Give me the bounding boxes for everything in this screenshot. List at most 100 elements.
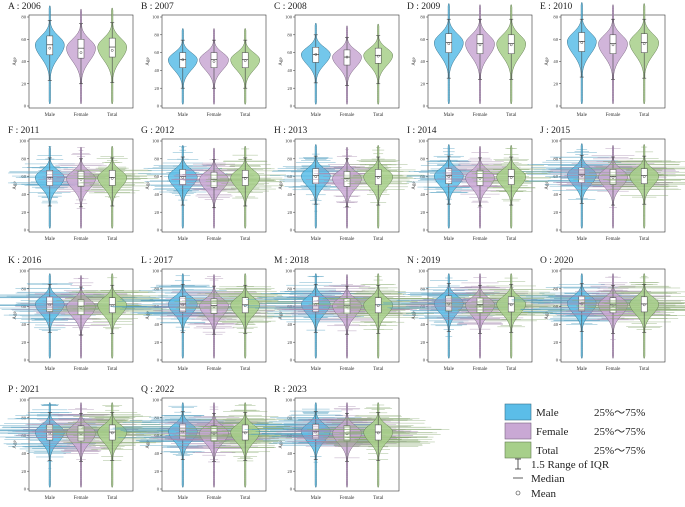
x-category-label: Female [74,237,89,242]
iqr-box [507,34,515,54]
y-tick-label: 40 [420,322,425,327]
x-category-label: Male [311,113,322,118]
y-tick-label: 20 [154,86,159,91]
chart-panel: M : 2018020406080100AgeMaleFemaleTotal [243,256,448,372]
chart-panel: L : 2017020406080100AgeMaleFemaleTotal [109,256,317,372]
y-tick-label: 40 [287,192,292,197]
mean-marker [376,54,380,58]
x-category-label: Total [506,113,517,118]
iqr-box [241,52,249,68]
plot-frame [161,14,267,109]
x-category-label: Female [340,496,355,501]
iqr-box [312,47,320,63]
y-tick-label: 20 [420,340,425,345]
y-tick-label: 80 [287,156,292,161]
y-tick-label: 20 [420,210,425,215]
y-tick-label: 20 [21,210,26,215]
x-category-label: Female [473,237,488,242]
x-category-label: Total [240,113,251,118]
mean-marker [314,175,318,178]
y-tick-label: 40 [420,192,425,197]
mean-marker [212,60,216,63]
legend-range: 25%～75% [594,445,645,457]
y-tick-label: 60 [154,174,159,179]
y-axis-label: Age [412,57,417,66]
x-category-label: Female [74,496,89,501]
y-tick-label: 20 [154,340,159,345]
iqr-box [241,424,249,441]
panel-title: L : 2017 [141,256,173,266]
y-axis-label: Age [13,181,18,190]
y-tick-label: 100 [285,398,293,403]
panel-title: P : 2021 [8,385,40,395]
y-tick-label: 40 [553,322,558,327]
y-tick-label: 100 [285,15,293,20]
y-tick-label: 80 [553,286,558,291]
legend-swatch [504,441,532,459]
legend: Male 25%～75% Female 25%～75% Total 25%～75% 1.5 … [504,403,645,500]
iqr-box [210,52,218,68]
mean-marker [243,431,247,435]
plot-frame [294,14,400,109]
y-tick-label: 40 [21,59,26,64]
panel-title: A : 2006 [8,2,41,12]
y-tick-label: 40 [154,322,159,327]
y-tick-label: 40 [21,192,26,197]
iqr-box [241,170,249,186]
chart-panel: H : 2013 0 20 40 60 80 100 Age Male Female Total [269,126,424,242]
y-tick-label: 100 [285,269,293,274]
legend-mean-symbol [515,490,521,496]
chart-panel: F : 2011 0 20 40 60 80 100 Age Male Female Total [8,126,158,242]
x-category-label: Total [240,496,251,501]
iqr-box [46,296,54,313]
y-tick-label: 80 [553,156,558,161]
panel-title: B : 2007 [141,2,174,12]
iqr-box [640,33,648,53]
panel-title: C : 2008 [274,2,307,12]
x-category-label: Female [207,496,222,501]
y-tick-label: 0 [24,358,27,363]
iqr-box [507,296,515,313]
panel-title: E : 2010 [540,2,572,12]
mean-marker [509,176,513,179]
legend-mean-label: Mean [531,488,557,500]
y-axis-label: Age [545,57,550,66]
y-tick-label: 80 [21,415,26,420]
y-tick-label: 80 [420,156,425,161]
mean-marker [212,305,216,308]
x-category-label: Female [606,367,621,372]
iqr-box [374,297,382,314]
mean-marker [110,431,114,435]
x-category-label: Female [473,113,488,118]
x-category-label: Male [444,113,455,118]
iqr-box [343,49,351,66]
x-category-label: Total [107,237,118,242]
y-tick-label: 20 [21,469,26,474]
iqr-box [578,32,586,52]
iqr-box [210,425,218,442]
x-category-label: Female [473,367,488,372]
x-category-label: Female [207,237,222,242]
chart-panel: B : 2007 0 20 40 60 80 100 Age Male Female Total [141,2,267,118]
y-tick-label: 100 [551,269,559,274]
plot-frame [161,397,267,492]
x-category-label: Male [178,237,189,242]
chart-panel: P : 2021 0 20 40 60 80 100 Age Male Female Total [0,385,181,501]
x-category-label: Total [373,496,384,501]
mean-marker [345,55,349,59]
y-tick-label: 0 [157,104,160,109]
x-category-label: Male [178,113,189,118]
x-category-label: Male [45,113,56,118]
x-category-label: Male [444,367,455,372]
mean-marker [110,49,114,52]
y-tick-label: 100 [152,15,160,20]
mean-marker [79,51,83,54]
chart-panel: C : 2008 0 20 40 60 80 100 Age Male Female Total [274,2,400,118]
chart-panel: R : 2023020406080100AgeMaleFemaleTotal [244,385,450,501]
iqr-box [640,168,648,184]
y-tick-label: 60 [21,304,26,309]
mean-marker [509,303,513,307]
y-tick-label: 60 [154,433,159,438]
